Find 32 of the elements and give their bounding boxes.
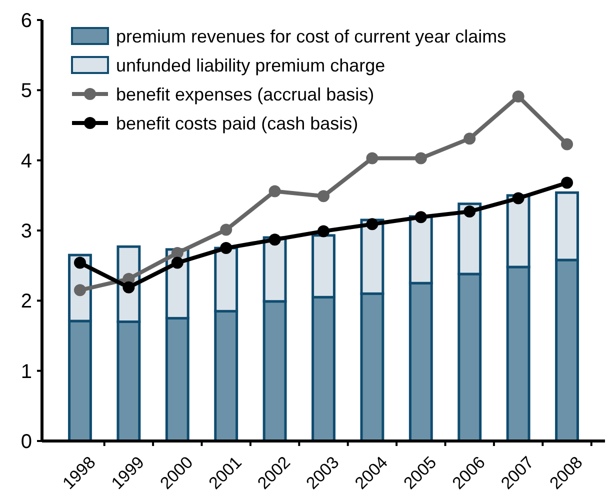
point [74, 256, 86, 269]
y-tick-label: 3 [20, 220, 32, 242]
point [464, 132, 476, 145]
point [74, 284, 86, 296]
point [171, 256, 184, 269]
point [512, 192, 524, 204]
legend-label: benefit expenses (accrual basis) [116, 84, 374, 104]
point [220, 242, 232, 254]
y-tick-label: 6 [20, 10, 32, 32]
point [220, 224, 232, 236]
point [171, 246, 184, 259]
point [512, 90, 524, 102]
y-tick-label: 4 [20, 150, 32, 172]
point [561, 138, 574, 150]
point [268, 234, 281, 246]
y-tick-label: 1 [20, 360, 32, 383]
y-tick-label: 5 [20, 80, 32, 102]
legend-label: premium revenues for cost of current year claims [116, 26, 506, 46]
point [561, 176, 574, 189]
legend-label: benefit costs paid (cash basis) [116, 113, 358, 134]
point [318, 225, 330, 238]
point [122, 281, 135, 294]
y-tick-label: 0 [20, 431, 32, 453]
point [366, 218, 378, 230]
point [414, 152, 427, 164]
legend-label: unfunded liability premium charge [116, 55, 386, 76]
point [366, 152, 378, 164]
point [318, 190, 330, 202]
point [414, 211, 427, 224]
y-tick-label: 2 [20, 290, 32, 313]
point [268, 185, 281, 198]
point [464, 206, 476, 218]
